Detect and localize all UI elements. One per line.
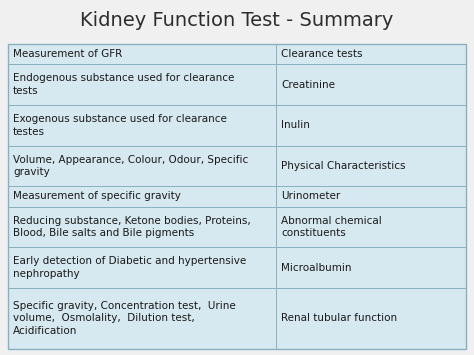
Bar: [8, 44, 466, 349]
Text: Clearance tests: Clearance tests: [281, 49, 363, 59]
Text: Reducing substance, Ketone bodies, Proteins,
Blood, Bile salts and Bile pigments: Reducing substance, Ketone bodies, Prote…: [13, 215, 251, 239]
Bar: [8, 146, 466, 186]
Bar: [8, 186, 466, 207]
Text: Abnormal chemical
constituents: Abnormal chemical constituents: [281, 215, 382, 239]
Text: Volume, Appearance, Colour, Odour, Specific
gravity: Volume, Appearance, Colour, Odour, Speci…: [13, 154, 248, 178]
Text: Exogenous substance used for clearance
testes: Exogenous substance used for clearance t…: [13, 114, 227, 137]
Text: Measurement of GFR: Measurement of GFR: [13, 49, 122, 59]
Text: Physical Characteristics: Physical Characteristics: [281, 161, 405, 171]
Bar: [8, 64, 466, 105]
Text: Measurement of specific gravity: Measurement of specific gravity: [13, 191, 181, 202]
Bar: [8, 207, 466, 247]
Text: Urinometer: Urinometer: [281, 191, 340, 202]
Bar: [8, 247, 466, 288]
Bar: [8, 105, 466, 146]
Text: Endogenous substance used for clearance
tests: Endogenous substance used for clearance …: [13, 73, 234, 96]
Text: Specific gravity, Concentration test,  Urine
volume,  Osmolality,  Dilution test: Specific gravity, Concentration test, Ur…: [13, 301, 236, 336]
Bar: [8, 44, 466, 64]
Bar: [8, 288, 466, 349]
Text: Early detection of Diabetic and hypertensive
nephropathy: Early detection of Diabetic and hyperten…: [13, 256, 246, 279]
Text: Renal tubular function: Renal tubular function: [281, 313, 397, 323]
Text: Kidney Function Test - Summary: Kidney Function Test - Summary: [80, 11, 394, 31]
Text: Inulin: Inulin: [281, 120, 310, 130]
Text: Creatinine: Creatinine: [281, 80, 335, 90]
Text: Microalbumin: Microalbumin: [281, 263, 351, 273]
